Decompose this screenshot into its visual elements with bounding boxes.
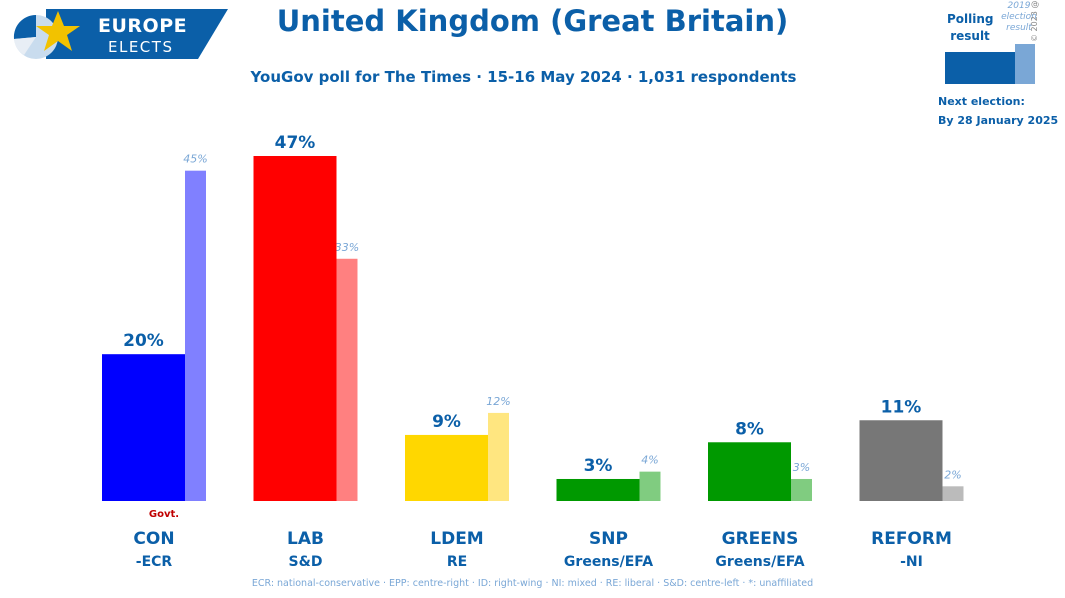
next-election: Next election: By 28 January 2025: [938, 92, 1058, 130]
data-label-poll-con: 20%: [123, 331, 164, 351]
bar-poll-reform: [859, 420, 943, 501]
category-label-ldem: LDEM: [430, 529, 483, 549]
bar-2019-reform: [942, 486, 964, 501]
data-label-poll-snp: 3%: [584, 456, 613, 476]
page-title: United Kingdom (Great Britain): [276, 4, 789, 38]
group-label-lab: S&D: [289, 554, 323, 570]
group-label-con: -ECR: [136, 554, 173, 570]
logo-text-europe: EUROPE: [98, 15, 188, 37]
group-label-reform: -NI: [900, 554, 923, 570]
group-label-ldem: RE: [447, 554, 467, 570]
category-label-con: CON: [133, 529, 174, 549]
legend-polling-swatch: [945, 52, 1015, 84]
bar-poll-snp: [556, 478, 640, 501]
data-label-2019-reform: 2%: [944, 468, 961, 481]
legend: Polling result 2019 election result © 20…: [938, 0, 1063, 130]
bar-2019-ldem: [488, 412, 509, 501]
next-election-date: By 28 January 2025: [938, 114, 1059, 127]
bar-poll-ldem: [405, 434, 488, 501]
legend-election-swatch: [1015, 44, 1035, 84]
category-label-reform: REFORM: [871, 529, 952, 549]
bar-2019-snp: [639, 471, 661, 501]
data-label-2019-greens: 3%: [793, 461, 810, 474]
data-label-2019-lab: 33%: [335, 241, 359, 254]
logo-text-elects: ELECTS: [108, 38, 174, 56]
bar-2019-lab: [336, 258, 358, 501]
next-election-label: Next election:: [938, 95, 1025, 108]
group-label-greens: Greens/EFA: [715, 554, 804, 570]
data-label-poll-lab: 47%: [275, 133, 316, 153]
bar-2019-greens: [791, 478, 812, 501]
page-subtitle: YouGov poll for The Times · 15-16 May 20…: [250, 68, 797, 86]
govt-label: Govt.: [149, 509, 179, 520]
data-label-2019-snp: 4%: [641, 454, 658, 467]
legend-polling-label: Polling result: [947, 12, 994, 43]
legend-election-label: 2019 election result: [1001, 1, 1037, 33]
logo-badge-icon: [13, 9, 228, 59]
bar-2019-con: [185, 170, 206, 501]
data-label-poll-greens: 8%: [735, 419, 764, 439]
group-label-snp: Greens/EFA: [564, 554, 653, 570]
bar-poll-greens: [708, 442, 791, 501]
data-label-2019-con: 45%: [183, 153, 207, 166]
bar-poll-con: [102, 354, 185, 501]
category-label-greens: GREENS: [722, 529, 799, 549]
data-label-2019-ldem: 12%: [486, 395, 510, 408]
europe-elects-logo: EUROPE ELECTS: [10, 9, 228, 59]
data-label-poll-reform: 11%: [881, 397, 922, 417]
category-label-snp: SNP: [589, 529, 628, 549]
category-label-lab: LAB: [287, 529, 324, 549]
data-label-poll-ldem: 9%: [432, 412, 461, 432]
bar-poll-lab: [253, 156, 337, 501]
footnote: ECR: national-conservative · EPP: centre…: [251, 578, 814, 589]
